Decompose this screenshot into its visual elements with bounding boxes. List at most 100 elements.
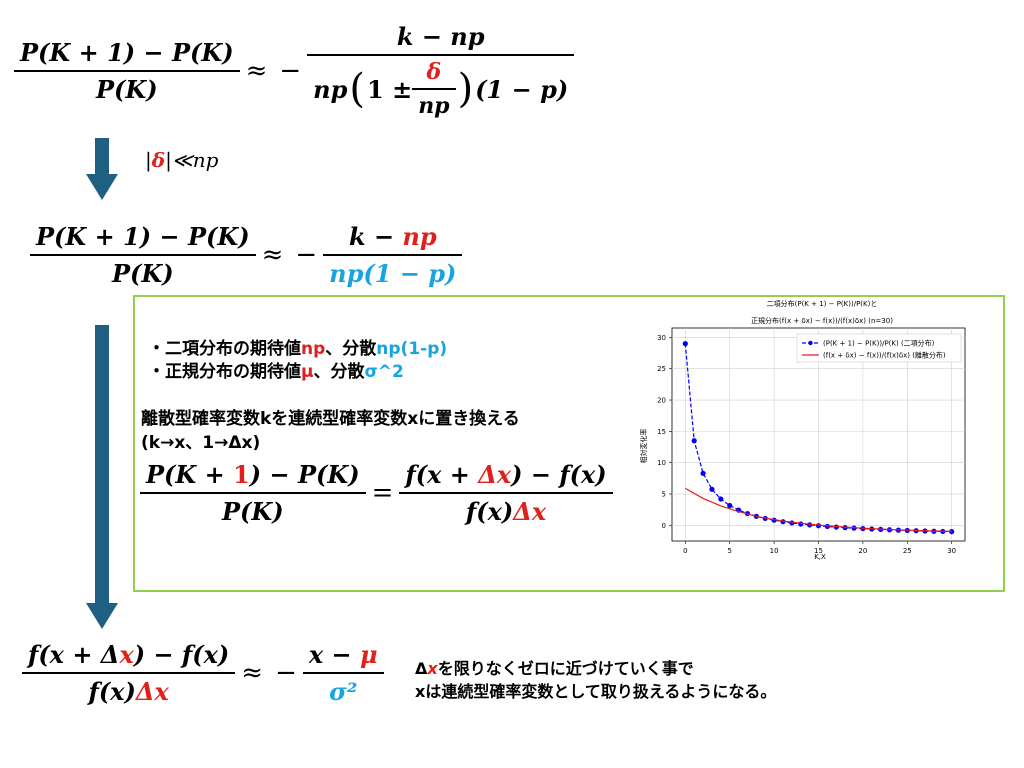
minus-sign: − [275, 658, 297, 688]
eq2-rhs-fraction: k − np np(1 − p) [323, 222, 463, 288]
condition-delta: δ [151, 148, 166, 172]
eq1-delta-fraction: δ np [412, 59, 456, 119]
eq3-rhs-fraction: f(x + Δx) − f(x) f(x)Δx [399, 460, 613, 526]
explanation-box [133, 295, 1005, 592]
eq1-paren-close: ) [457, 66, 474, 112]
eq4-lhs-x: x [119, 640, 134, 669]
eq1-den-np: np [313, 74, 348, 104]
data-point [682, 341, 688, 347]
eq3-lhs-denominator: P(K) [221, 497, 284, 526]
footnote-x: x [427, 659, 438, 678]
fraction-bar [307, 54, 575, 56]
eq4-num-mu: μ [360, 640, 378, 669]
bullet2-mean: μ [301, 362, 314, 382]
data-point [700, 470, 706, 476]
bullet-binomial: ・二項分布の期待値np、分散np(1-p) [148, 334, 447, 359]
fraction-bar [302, 672, 384, 674]
eq4-lhs-pre: f(x + Δ [28, 640, 120, 669]
eq1-rhs-numerator: k − np [396, 22, 485, 51]
x-tick-label: 20 [858, 547, 867, 555]
bullet1-mid: 、分散 [325, 339, 377, 359]
eq4-den-dx: Δx [135, 677, 169, 706]
y-tick-label: 15 [657, 428, 666, 436]
chart-title-line2: 正規分布(f(x + δx) − f(x))/(f(x)δx) (n=30) [751, 316, 893, 325]
equation-4: f(x + Δx) − f(x) f(x)Δx ≈ − x − μ σ² [22, 640, 384, 706]
x-tick-label: 25 [903, 547, 912, 555]
eq3-lhs-one: 1 [233, 460, 250, 489]
eq3-lhs-pre: P(K + [146, 460, 234, 489]
eq3-rhs-denominator: f(x)Δx [460, 497, 552, 526]
legend-label: (f(x + δx) − f(x))/(f(x)δx) (離散分布) [823, 351, 946, 360]
eq1-rhs-fraction: k − np np ( 1 ± δ np ) (1 − p) [307, 22, 575, 119]
eq2-lhs-numerator: P(K + 1) − P(K) [36, 222, 250, 251]
eq2-lhs-denominator: P(K) [111, 259, 174, 288]
minus-sign: − [279, 55, 302, 86]
footnote-line1: Δxを限りなくゼロに近づけていく事で [415, 655, 694, 679]
condition-bar: | [145, 148, 152, 172]
series-line-1 [685, 487, 952, 532]
eq2-rhs-denominator: np(1 − p) [329, 259, 457, 288]
eq3-lhs-post: ) − P(K) [249, 460, 360, 489]
eq1-paren-open: ( [349, 66, 366, 112]
equation-1: P(K + 1) − P(K) P(K) ≈ − k − np np ( 1 ±… [14, 22, 575, 119]
eq3-den-dx: Δx [513, 497, 547, 526]
y-tick-label: 20 [657, 397, 666, 405]
equation-3: P(K + 1) − P(K) P(K) = f(x + Δx) − f(x) … [140, 460, 613, 526]
eq3-rhs-dx: Δx [478, 460, 512, 489]
down-arrow-shaft [95, 325, 109, 607]
bullet2-mid: 、分散 [313, 362, 365, 382]
eq3-rhs-post: ) − f(x) [511, 460, 607, 489]
condition-label: |δ|≪np [145, 148, 218, 172]
eq4-rhs-numerator: x − μ [303, 640, 384, 669]
eq1-rhs-denominator: np ( 1 ± δ np ) (1 − p) [307, 59, 574, 119]
y-tick-label: 30 [657, 334, 666, 342]
bullet1-mean: np [301, 339, 326, 359]
chart-ylabel: 相対変化率 [639, 429, 648, 464]
x-tick-label: 0 [683, 547, 687, 555]
legend-label: (P(K + 1) − P(K))/P(K) (二項分布) [823, 339, 935, 348]
replace-text-line1: 離散型確率変数kを連続型確率変数xに置き換える [141, 409, 520, 429]
eq4-den-fx: f(x) [88, 677, 136, 706]
data-point [709, 486, 715, 492]
x-tick-label: 30 [947, 547, 956, 555]
plot-area: 0 5 10 15 20 25 30 0 5 10 15 20 25 30 (P(K + 1) − P(K)… [657, 327, 966, 555]
bullet1-text: ・二項分布の期待値 [148, 339, 301, 359]
eq3-lhs-fraction: P(K + 1) − P(K) P(K) [140, 460, 366, 526]
eq4-rhs-denominator: σ² [329, 677, 358, 706]
eq2-rhs-numerator: k − np [343, 222, 443, 251]
equals-sign: = [371, 478, 394, 508]
condition-rest: |≪np [165, 148, 219, 172]
eq1-tail: (1 − p) [475, 74, 569, 104]
eq4-lhs-fraction: f(x + Δx) − f(x) f(x)Δx [22, 640, 236, 706]
bullet2-text: ・正規分布の期待値 [148, 362, 301, 382]
replace-text-line2: (k→x、1→Δx) [141, 433, 261, 453]
fraction-bar [14, 69, 240, 72]
fraction-bar [22, 672, 236, 674]
chart-title-line1: 二項分布(P(K + 1) − P(K))/P(K)と [767, 299, 878, 308]
eq3-rhs-pre: f(x + [405, 460, 479, 489]
x-tick-label: 5 [727, 547, 731, 555]
eq1-lhs-fraction: P(K + 1) − P(K) P(K) [14, 38, 240, 104]
legend-marker [808, 340, 813, 346]
eq1-delta-den: np [418, 93, 450, 119]
fraction-bar [140, 492, 366, 494]
eq1-delta: δ [426, 59, 442, 85]
fraction-bar [399, 492, 613, 494]
eq4-lhs-numerator: f(x + Δx) − f(x) [22, 640, 235, 669]
eq2-num-np: np [402, 222, 437, 251]
down-arrow-shaft [95, 138, 109, 176]
legend-box [796, 333, 962, 363]
data-point [718, 496, 724, 502]
approx-sign: ≈ [261, 240, 284, 270]
equation-2: P(K + 1) − P(K) P(K) ≈ − k − np np(1 − p… [30, 222, 463, 288]
fraction-bar [412, 88, 456, 90]
eq1-one-pm: 1 ± [367, 74, 413, 104]
data-point [798, 521, 804, 527]
footnote-line1-text: を限りなくゼロに近づけていく事で [437, 659, 694, 678]
x-tick-label: 15 [814, 547, 823, 555]
eq1-lhs-denominator: P(K) [95, 74, 158, 104]
bullet-normal: ・正規分布の期待値μ、分散σ^2 [148, 357, 404, 382]
eq4-num-x: x − [308, 640, 361, 669]
eq2-num-k: k − [348, 222, 403, 251]
bullet2-variance: σ^2 [364, 362, 404, 382]
